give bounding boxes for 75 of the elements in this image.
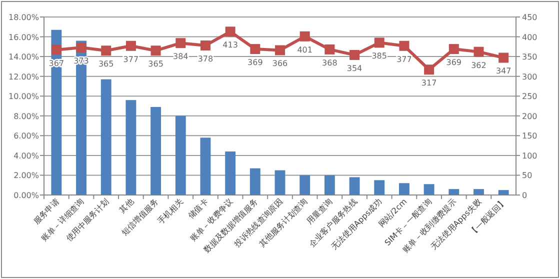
- point: [225, 26, 236, 37]
- data-label: 317: [421, 78, 437, 88]
- y-tick-label: 6.00%: [14, 132, 40, 141]
- bar: [250, 168, 260, 195]
- point: [350, 50, 360, 60]
- point: [324, 44, 335, 54]
- point: [51, 44, 62, 55]
- bar: [175, 116, 186, 195]
- bar: [225, 151, 236, 195]
- y2-tick-label: 450: [522, 13, 538, 22]
- bar: [424, 184, 434, 195]
- x-tick-label: 手机相关: [156, 197, 186, 226]
- point: [424, 64, 434, 75]
- data-label: 365: [148, 60, 164, 69]
- data-label: 369: [248, 58, 263, 68]
- bar: [474, 189, 484, 195]
- point: [176, 38, 186, 48]
- bar: [448, 189, 460, 195]
- point: [126, 40, 136, 51]
- y2-tick-label: 100: [522, 151, 538, 160]
- y-tick-label: 16.00%: [8, 32, 40, 42]
- y2-tick-label: 350: [522, 52, 538, 62]
- data-label: 354: [346, 64, 362, 73]
- data-label: 377: [396, 54, 412, 64]
- y-tick-label: 10.00%: [8, 92, 40, 102]
- point: [101, 46, 112, 56]
- data-label: 362: [471, 60, 486, 70]
- point: [150, 46, 161, 56]
- point: [498, 52, 509, 63]
- y-tick-label: 18.00%: [8, 13, 40, 22]
- data-label: 413: [222, 40, 238, 50]
- data-label: 401: [297, 45, 312, 54]
- point: [300, 31, 310, 42]
- bar: [100, 79, 112, 195]
- y2-tick-label: 300: [522, 72, 538, 82]
- bar: [126, 100, 136, 195]
- bar: [51, 30, 62, 195]
- y2-tick-label: 50: [522, 171, 532, 180]
- y-tick-label: 12.00%: [8, 72, 40, 82]
- y2-tick-label: 150: [522, 132, 538, 141]
- point: [474, 46, 484, 57]
- bar: [200, 138, 211, 195]
- bar: [349, 177, 360, 195]
- x-tick-label: 其他: [118, 197, 136, 215]
- point: [399, 40, 410, 51]
- bar: [300, 175, 310, 195]
- data-label: 378: [198, 54, 214, 64]
- data-label: 347: [496, 66, 512, 76]
- bar: [398, 183, 410, 195]
- bar: [374, 180, 385, 195]
- y2-tick-label: 0: [522, 191, 528, 200]
- y-tick-label: 8.00%: [14, 112, 40, 121]
- y2-tick-label: 200: [522, 112, 538, 121]
- point: [76, 42, 86, 52]
- bar: [274, 170, 286, 195]
- data-label: 366: [272, 59, 288, 68]
- point: [448, 44, 459, 54]
- y-tick-label: 0.00%: [14, 191, 40, 200]
- bar: [76, 40, 86, 195]
- bar: [324, 175, 335, 195]
- y2-tick-label: 400: [522, 32, 538, 42]
- point: [250, 44, 260, 54]
- y-tick-label: 4.00%: [14, 151, 40, 160]
- data-label: 368: [322, 58, 338, 68]
- bar: [498, 190, 509, 195]
- y-tick-label: 14.00%: [8, 52, 40, 62]
- point: [200, 40, 210, 50]
- bar: [150, 106, 162, 195]
- point: [275, 45, 285, 56]
- y-tick-label: 2.00%: [14, 171, 40, 180]
- point: [374, 38, 384, 48]
- data-label: 369: [446, 58, 462, 68]
- y2-tick-label: 250: [522, 92, 538, 102]
- data-label: 377: [123, 54, 139, 64]
- data-label: 365: [98, 60, 114, 69]
